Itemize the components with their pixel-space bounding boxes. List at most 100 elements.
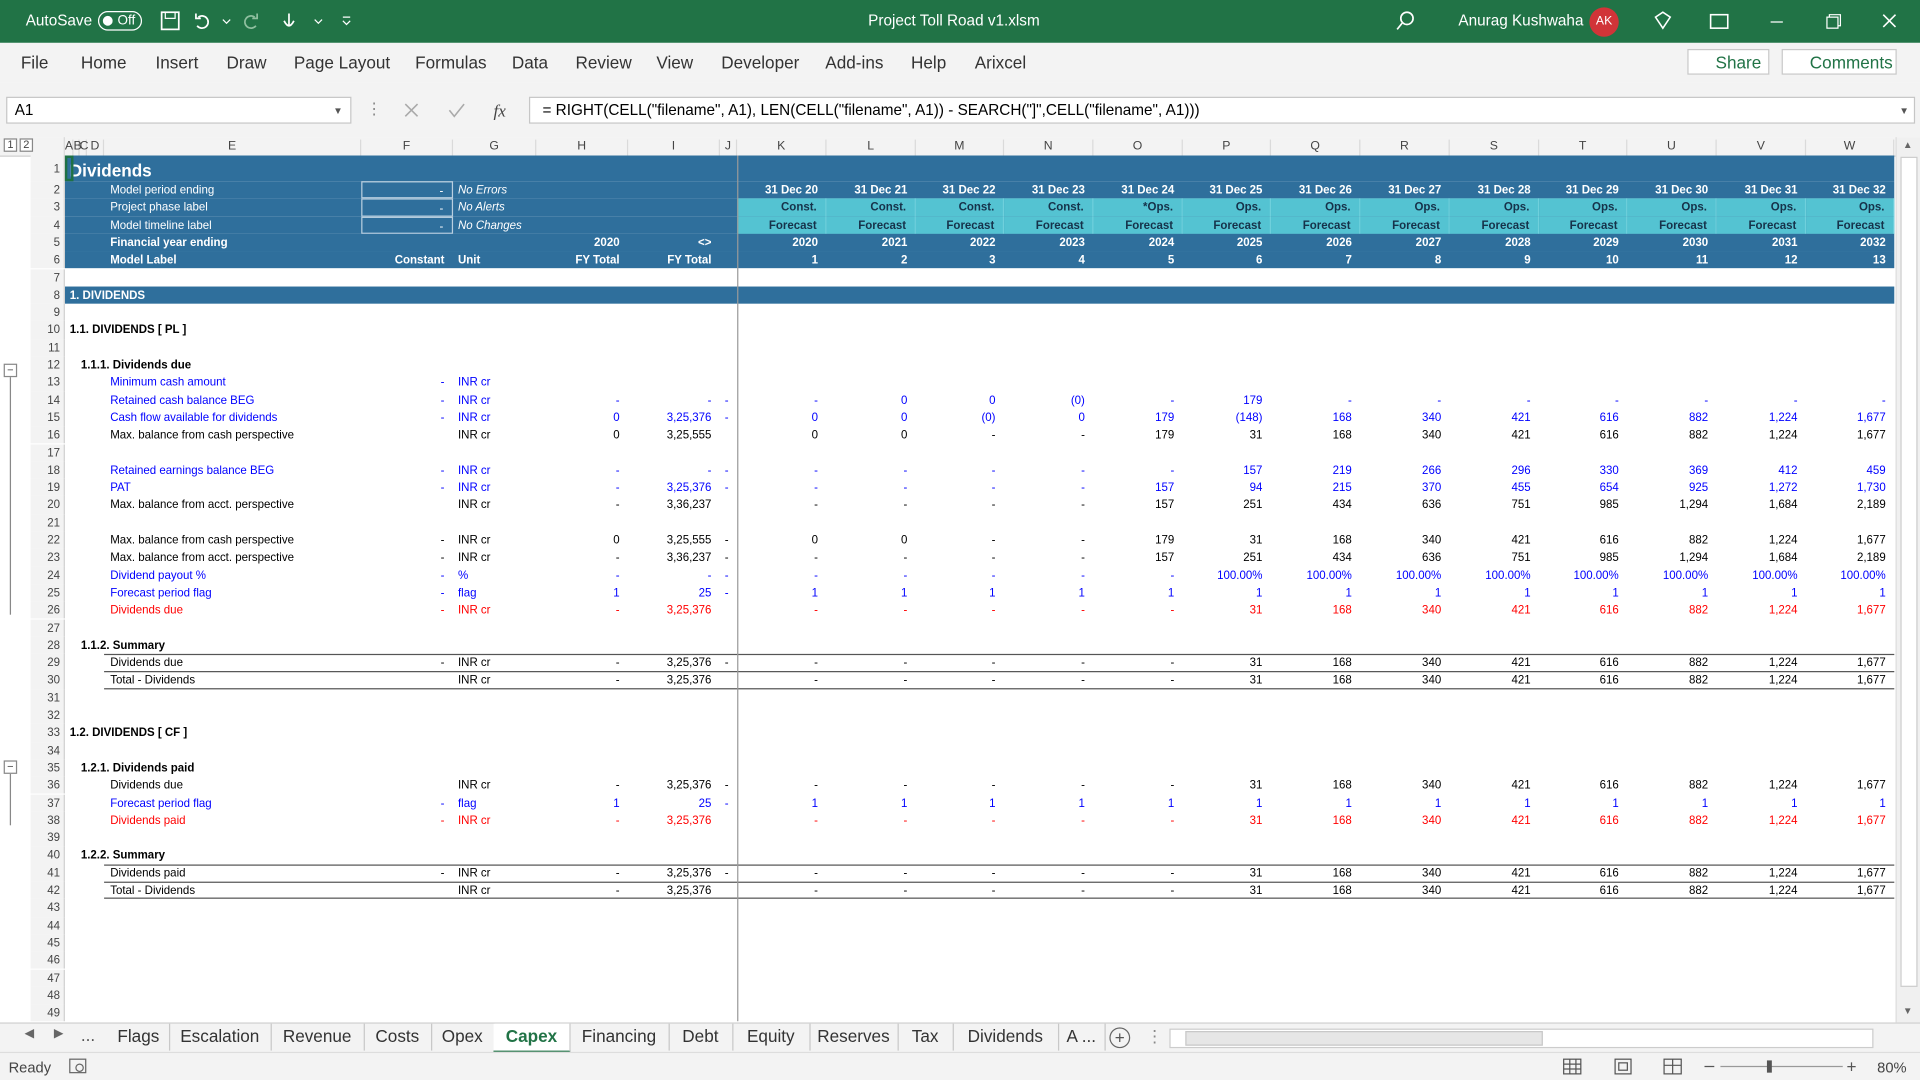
row-number[interactable]: 2 (30, 181, 65, 199)
row-number[interactable]: 11 (30, 338, 65, 357)
row-number[interactable]: 33 (30, 724, 65, 742)
sheet-tab[interactable]: Opex (431, 1023, 495, 1051)
row-number[interactable]: 19 (30, 478, 65, 497)
row-number[interactable]: 15 (30, 408, 65, 427)
zoom-level[interactable]: 80% (1877, 1059, 1907, 1077)
menu-item[interactable]: Insert (155, 52, 199, 73)
row-number[interactable]: 43 (30, 899, 65, 917)
row-number[interactable]: 35 (30, 759, 65, 777)
new-sheet-button[interactable]: + (1109, 1027, 1131, 1049)
row-number[interactable]: 42 (30, 881, 65, 900)
horizontal-scrollbar[interactable] (1169, 1028, 1874, 1049)
outline-level-button[interactable]: 1 (3, 138, 18, 152)
menu-item[interactable]: Formulas (415, 52, 487, 73)
outline-level-button[interactable]: 2 (19, 138, 34, 152)
row-number[interactable]: 10 (30, 321, 65, 339)
column-header[interactable]: W (1806, 139, 1895, 156)
row-number[interactable]: 16 (30, 426, 65, 444)
column-header[interactable]: E (104, 139, 362, 156)
row-number[interactable]: 8 (30, 286, 65, 304)
row-number[interactable]: 12 (30, 356, 65, 374)
sheet-tab[interactable]: Debt (669, 1023, 734, 1051)
row-number[interactable]: 39 (30, 829, 65, 847)
row-number[interactable]: 23 (30, 548, 65, 567)
column-header[interactable]: R (1360, 139, 1450, 156)
column-header[interactable]: P (1183, 139, 1272, 156)
column-header[interactable]: B (73, 139, 82, 156)
view-and-zoom[interactable] (1561, 1057, 1843, 1077)
tab-scroll-right[interactable]: ▶ (53, 1027, 64, 1041)
menu-item[interactable]: Help (911, 52, 947, 73)
row-number[interactable]: 22 (30, 531, 65, 549)
row-number[interactable]: 20 (30, 496, 65, 514)
row-number[interactable]: 17 (30, 443, 65, 462)
row-number[interactable]: 38 (30, 811, 65, 830)
menu-item[interactable]: Arixcel (974, 52, 1027, 73)
column-header[interactable]: F (361, 139, 454, 156)
search-icon[interactable] (1396, 11, 1416, 31)
column-header[interactable]: G (453, 139, 537, 156)
column-header[interactable]: T (1539, 139, 1628, 156)
row-number[interactable]: 21 (30, 513, 65, 532)
column-header[interactable]: V (1717, 139, 1807, 156)
menu-item[interactable]: Page Layout (293, 52, 391, 73)
row-number[interactable]: 9 (30, 303, 65, 322)
row-number[interactable]: 6 (30, 251, 65, 269)
formula-input[interactable]: = RIGHT(CELL("filename", A1), LEN(CELL("… (528, 96, 1916, 124)
column-header[interactable]: H (536, 139, 629, 156)
row-number[interactable]: 18 (30, 461, 65, 479)
menu-item[interactable]: Add-ins (825, 52, 884, 73)
file-name[interactable]: Project Toll Road v1.xlsm (868, 12, 1040, 30)
sheet-tab[interactable]: Dividends (953, 1023, 1060, 1051)
column-header[interactable]: O (1093, 139, 1183, 156)
row-number[interactable]: 30 (30, 671, 65, 690)
row-number[interactable]: 28 (30, 636, 65, 654)
row-number[interactable]: 48 (30, 986, 65, 1005)
row-number[interactable]: 27 (30, 618, 65, 637)
row-number[interactable]: 37 (30, 794, 65, 812)
column-header[interactable]: C (80, 139, 88, 156)
tab-scroll-left[interactable]: ◀ (24, 1027, 34, 1041)
menu-item[interactable]: Home (80, 52, 127, 73)
column-header[interactable]: D (87, 139, 105, 156)
menu-item[interactable]: Developer (721, 52, 800, 73)
sheet-tab[interactable]: Capex (493, 1023, 571, 1054)
column-header[interactable]: S (1450, 139, 1540, 156)
formula-buttons[interactable]: fx (392, 97, 527, 124)
row-number[interactable]: 25 (30, 583, 65, 602)
autosave-toggle[interactable]: Off (97, 11, 143, 31)
vertical-scrollbar[interactable]: ▲ ▼ (1895, 137, 1920, 1023)
sheet-tab[interactable]: A ... (1058, 1023, 1106, 1051)
collapse-button[interactable]: − (3, 363, 18, 378)
sheet-tab[interactable]: Financing (569, 1023, 670, 1051)
column-header[interactable]: K (737, 139, 827, 156)
row-number[interactable]: 31 (30, 689, 65, 707)
column-header[interactable]: N (1004, 139, 1094, 156)
sheet-tab[interactable]: Equity (732, 1023, 811, 1051)
row-number[interactable]: 14 (30, 391, 65, 409)
column-header[interactable]: A (65, 139, 74, 156)
row-number[interactable]: 3 (30, 198, 65, 217)
ribbon-button[interactable]: Share (1687, 48, 1770, 75)
row-number[interactable]: 1 (30, 155, 65, 182)
sheet-tab[interactable]: Reserves (809, 1023, 899, 1051)
row-number[interactable]: 26 (30, 601, 65, 619)
sheet-tab[interactable]: Flags (108, 1023, 171, 1051)
row-number[interactable]: 40 (30, 846, 65, 865)
macro-record-icon[interactable] (69, 1058, 89, 1075)
row-number[interactable]: 49 (30, 1004, 65, 1022)
row-number[interactable]: 13 (30, 373, 65, 392)
row-number[interactable]: 36 (30, 776, 65, 795)
row-number[interactable]: 46 (30, 951, 65, 970)
column-header[interactable]: U (1627, 139, 1717, 156)
sheet-tab[interactable]: Costs (364, 1023, 433, 1051)
column-header[interactable]: J (720, 139, 738, 156)
collapse-button[interactable]: − (3, 760, 18, 774)
row-number[interactable]: 7 (30, 268, 65, 287)
column-header[interactable]: M (916, 139, 1005, 156)
menu-item[interactable]: View (656, 52, 694, 73)
column-header[interactable]: L (827, 139, 916, 156)
row-number[interactable]: 45 (30, 934, 65, 952)
menu-item[interactable]: Data (511, 52, 549, 73)
name-box[interactable]: A1 ▼ (6, 96, 352, 124)
